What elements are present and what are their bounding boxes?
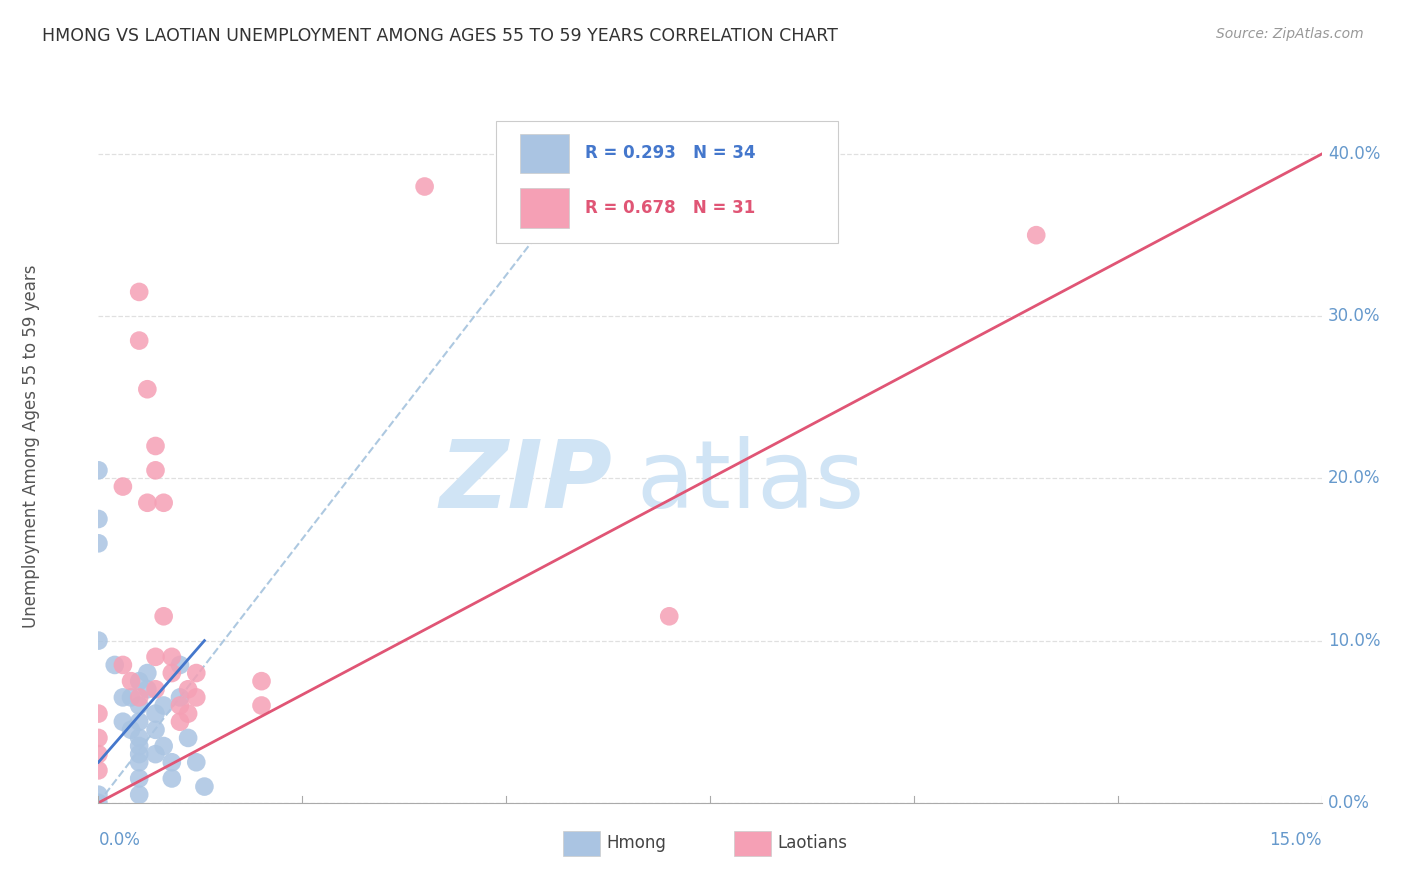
Point (87, 764, 110, 778)
Point (169, 657, 191, 672)
Point (87, 747, 110, 761)
FancyBboxPatch shape (734, 831, 772, 856)
Point (169, 714, 191, 729)
Point (186, 666, 208, 681)
Text: 15.0%: 15.0% (1270, 831, 1322, 849)
Text: 10.0%: 10.0% (1327, 632, 1381, 649)
FancyBboxPatch shape (564, 831, 600, 856)
Point (128, 747, 150, 761)
Point (152, 698, 174, 713)
Point (145, 706, 167, 721)
Point (145, 723, 167, 737)
Point (193, 780, 215, 794)
Point (87, 463, 110, 477)
Point (111, 690, 134, 705)
Point (413, 179, 436, 194)
Point (120, 674, 142, 689)
Point (128, 772, 150, 786)
Point (111, 657, 134, 672)
Text: 0.0%: 0.0% (1327, 794, 1369, 812)
Point (160, 649, 183, 664)
Point (169, 690, 191, 705)
FancyBboxPatch shape (520, 188, 569, 227)
Point (128, 285, 150, 299)
Point (120, 723, 142, 737)
Point (128, 698, 150, 713)
Point (128, 788, 150, 802)
Point (177, 706, 200, 721)
Point (145, 747, 167, 761)
Text: Unemployment Among Ages 55 to 59 years: Unemployment Among Ages 55 to 59 years (22, 264, 41, 628)
Point (87, 731, 110, 745)
Point (145, 439, 167, 453)
Point (111, 714, 134, 729)
Text: ZIP: ZIP (439, 435, 612, 528)
Point (152, 496, 174, 510)
Point (136, 666, 159, 681)
Point (104, 657, 127, 672)
Point (177, 731, 200, 745)
Point (136, 682, 159, 697)
Point (128, 714, 150, 729)
Point (128, 334, 150, 348)
Text: Laotians: Laotians (778, 835, 848, 853)
Point (250, 698, 273, 713)
Text: 0.0%: 0.0% (98, 831, 141, 849)
Point (120, 690, 142, 705)
Text: HMONG VS LAOTIAN UNEMPLOYMENT AMONG AGES 55 TO 59 YEARS CORRELATION CHART: HMONG VS LAOTIAN UNEMPLOYMENT AMONG AGES… (42, 27, 838, 45)
Text: Hmong: Hmong (606, 835, 666, 853)
Text: atlas: atlas (637, 435, 865, 528)
Point (160, 772, 183, 786)
Text: 30.0%: 30.0% (1327, 307, 1381, 326)
Point (87, 633, 110, 648)
Point (87, 796, 110, 810)
Point (160, 756, 183, 770)
Point (1025, 228, 1047, 243)
Text: 20.0%: 20.0% (1327, 469, 1381, 487)
Point (186, 690, 208, 705)
Point (145, 682, 167, 697)
Point (128, 690, 150, 705)
Point (186, 756, 208, 770)
Point (160, 666, 183, 681)
Text: Source: ZipAtlas.com: Source: ZipAtlas.com (1216, 27, 1364, 41)
Point (145, 649, 167, 664)
Point (169, 698, 191, 713)
Point (87, 788, 110, 802)
Point (658, 609, 681, 624)
Point (111, 479, 134, 493)
Point (152, 739, 174, 753)
Point (250, 674, 273, 689)
FancyBboxPatch shape (496, 121, 838, 243)
Point (87, 512, 110, 526)
Text: 40.0%: 40.0% (1327, 145, 1381, 163)
Point (136, 382, 159, 396)
Point (87, 536, 110, 550)
Point (177, 682, 200, 697)
Point (145, 463, 167, 477)
Text: R = 0.293   N = 34: R = 0.293 N = 34 (585, 145, 756, 162)
Point (128, 731, 150, 745)
Point (87, 706, 110, 721)
Point (136, 496, 159, 510)
Point (128, 756, 150, 770)
Text: R = 0.678   N = 31: R = 0.678 N = 31 (585, 199, 755, 217)
Point (152, 609, 174, 624)
FancyBboxPatch shape (520, 134, 569, 173)
Point (128, 674, 150, 689)
Point (128, 739, 150, 753)
